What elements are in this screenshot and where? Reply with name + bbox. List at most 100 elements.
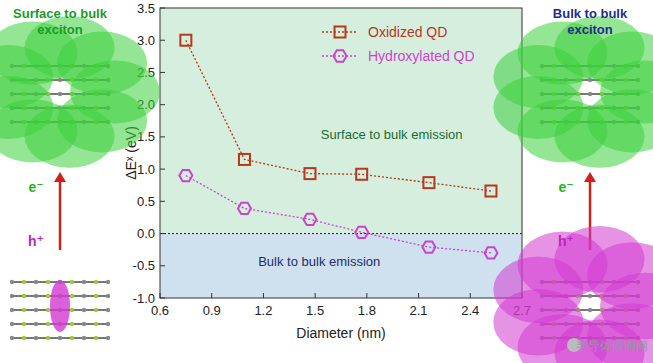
y-tick: [160, 265, 165, 266]
lattice-atom: [34, 308, 38, 312]
lattice-atom: [70, 322, 74, 326]
legend-line: [322, 31, 358, 32]
upper-region: [160, 8, 522, 234]
lattice-atom: [34, 280, 38, 284]
region-label: Surface to bulk emission: [321, 127, 463, 142]
y-tick-label: 0.5: [137, 194, 155, 209]
hole-label: h⁺: [28, 233, 44, 249]
x-tick: [418, 293, 419, 298]
lattice-atom: [94, 294, 98, 298]
y-tick-label: -0.5: [133, 258, 155, 273]
x-axis-label: Diameter (nm): [296, 325, 385, 341]
illustration: [0, 16, 160, 340]
lattice-atom: [10, 294, 14, 298]
data-point: [179, 170, 192, 181]
lattice-atom: [34, 336, 38, 340]
panel-title-line: exciton: [567, 22, 613, 37]
series-line: [186, 176, 491, 253]
panel-title: Bulk to bulkexciton: [553, 6, 628, 37]
x-tick-label: 1.5: [306, 303, 324, 318]
region-label: Bulk to bulk emission: [258, 254, 380, 269]
lattice-atom: [94, 336, 98, 340]
data-point: [180, 35, 191, 46]
lattice-atom: [82, 280, 86, 284]
lattice-atom: [70, 280, 74, 284]
lattice-atom: [94, 322, 98, 326]
lattice-atom: [588, 294, 592, 298]
arrow-head: [54, 172, 66, 182]
lattice-atom: [94, 280, 98, 284]
y-tick: [160, 201, 165, 202]
x-tick: [315, 293, 316, 298]
data-point: [485, 186, 496, 197]
data-group: [179, 35, 497, 259]
arrow-head: [584, 172, 596, 182]
regions: [160, 8, 522, 298]
lattice-atom: [106, 294, 110, 298]
lattice-atom: [34, 294, 38, 298]
lattice-atom: [10, 280, 14, 284]
lattice-atom: [10, 336, 14, 340]
x-tick-label: 0.9: [203, 303, 221, 318]
lattice-atom: [22, 294, 26, 298]
chart-svg: Surface to bulk emission Bulk to bulk emi…: [0, 0, 653, 363]
legend-label: Hydroxylated QD: [368, 48, 475, 64]
y-tick: [160, 169, 165, 170]
data-point: [239, 154, 250, 165]
hole-label: h⁺: [558, 233, 574, 249]
x-tick: [160, 293, 161, 298]
y-tick: [160, 104, 165, 105]
y-tick: [160, 298, 165, 299]
x-tick: [263, 293, 264, 298]
panel-title-line: Bulk to bulk: [553, 6, 628, 21]
orbital-lobe: [50, 280, 70, 332]
lattice-atom: [46, 280, 50, 284]
lattice-atom: [22, 336, 26, 340]
plot-frame: [160, 8, 522, 298]
data-point: [238, 203, 251, 214]
lower-region: [160, 234, 522, 298]
legend-label: Oxidized QD: [368, 24, 447, 40]
chart-root: Surface to bulk emission Bulk to bulk emi…: [0, 0, 653, 363]
legend-line: [322, 55, 358, 56]
electron-label: e⁻: [558, 179, 573, 195]
lattice-atom: [22, 308, 26, 312]
lattice-atom: [58, 336, 62, 340]
y-tick-label: 3.0: [137, 33, 155, 48]
lattice-atom: [588, 308, 592, 312]
lattice-atom: [82, 336, 86, 340]
y-tick: [160, 136, 165, 137]
lattice-atom: [46, 322, 50, 326]
legend-marker: [335, 27, 346, 38]
lattice-atom: [10, 322, 14, 326]
panel-title-line: exciton: [37, 22, 83, 37]
y-tick-label: -1.0: [133, 291, 155, 306]
lattice-atom: [82, 294, 86, 298]
lattice-atom: [82, 322, 86, 326]
data-point: [484, 247, 497, 258]
panel-title: Surface to bulkexciton: [13, 6, 108, 37]
series-line: [186, 40, 491, 191]
lattice-atom: [106, 280, 110, 284]
y-tick: [160, 40, 165, 41]
x-tick: [366, 293, 367, 298]
x-tick: [211, 293, 212, 298]
legend: Oxidized QD Hydroxylated QD: [322, 24, 475, 64]
lattice-atom: [82, 308, 86, 312]
lattice-atom: [46, 308, 50, 312]
lattice-atom: [22, 322, 26, 326]
y-tick-label: 1.0: [137, 162, 155, 177]
lattice-atom: [34, 322, 38, 326]
y-tick-label: 3.5: [137, 1, 155, 16]
orbital-lobe: [587, 32, 653, 95]
lattice-atom: [22, 280, 26, 284]
legend-marker: [334, 50, 347, 61]
orbital-lobe: [57, 32, 147, 95]
lattice-atom: [70, 336, 74, 340]
orbital-lobe: [587, 242, 653, 309]
x-tick-label: 1.2: [254, 303, 272, 318]
data-point: [356, 169, 367, 180]
watermark: 半导体照明网: [576, 339, 648, 353]
y-tick: [160, 72, 165, 73]
lattice-atom: [106, 322, 110, 326]
